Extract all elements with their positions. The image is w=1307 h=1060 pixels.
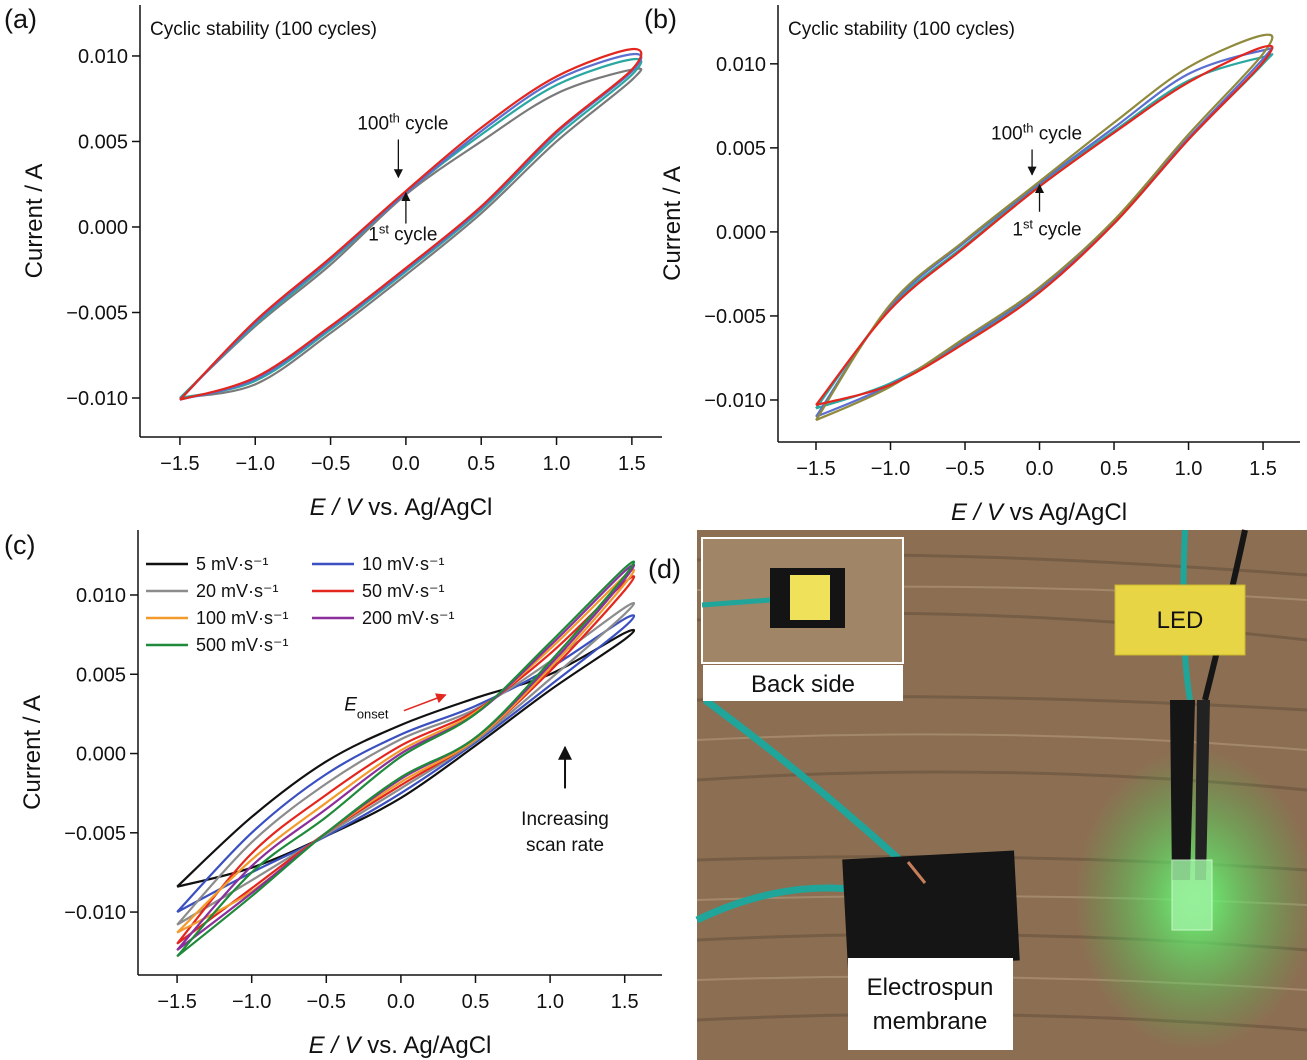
- onset-label-part: onset: [357, 706, 389, 721]
- x-tick-label: 1.5: [611, 991, 639, 1013]
- x-axis-label-part: E / V: [951, 499, 1005, 526]
- x-tick-label: 0.0: [392, 453, 420, 475]
- annotation: Increasing: [521, 809, 609, 830]
- annotation-part: cycle: [389, 225, 438, 246]
- x-tick-label: 0.5: [462, 991, 490, 1013]
- panel-label: (b): [644, 4, 677, 34]
- annotation-part: 1: [1012, 219, 1023, 240]
- x-tick-label: 1.0: [1175, 458, 1203, 480]
- x-tick-label: −1.0: [236, 453, 275, 475]
- x-tick-label: 0.5: [1100, 458, 1128, 480]
- annotation: 1st cycle: [1012, 216, 1081, 241]
- x-axis-label: E / V vs Ag/AgCl: [951, 499, 1127, 526]
- annotation-part: cycle: [400, 114, 449, 135]
- y-tick-label: 0.005: [716, 138, 766, 160]
- x-axis-label-part: E / V: [310, 494, 364, 521]
- annotation-part: th: [1023, 120, 1034, 135]
- annotation-part: th: [389, 110, 400, 125]
- annotation-part: st: [379, 221, 389, 236]
- x-axis-label-part: vs. Ag/AgCl: [362, 494, 493, 521]
- y-tick-label: −0.010: [66, 388, 128, 410]
- onset-label-part: E: [344, 695, 357, 716]
- y-tick-label: −0.005: [64, 823, 126, 845]
- y-axis-label: Current / A: [19, 695, 46, 810]
- legend-label: 200 mV·s⁻¹: [362, 608, 455, 628]
- photo-label: LED: [1157, 607, 1204, 634]
- panel-label: (a): [4, 4, 37, 34]
- legend-label: 5 mV·s⁻¹: [196, 554, 269, 574]
- x-tick-label: −1.5: [796, 458, 835, 480]
- annotation-part: st: [1023, 216, 1033, 231]
- arrow: [404, 695, 446, 711]
- annotation: scan rate: [526, 835, 604, 856]
- x-axis-label: E / V vs. Ag/AgCl: [309, 1032, 492, 1059]
- x-tick-label: 0.5: [467, 453, 495, 475]
- x-tick-label: 0.0: [1026, 458, 1054, 480]
- x-tick-label: 1.0: [536, 991, 564, 1013]
- y-tick-label: 0.000: [76, 744, 126, 766]
- panel-label: (d): [648, 554, 681, 584]
- x-tick-label: −0.5: [945, 458, 984, 480]
- y-tick-label: 0.000: [716, 222, 766, 244]
- y-tick-label: −0.010: [704, 390, 766, 412]
- subtitle: Cyclic stability (100 cycles): [788, 19, 1015, 40]
- y-axis-label: Current / A: [21, 164, 48, 279]
- y-tick-label: 0.005: [76, 664, 126, 686]
- x-tick-label: −1.5: [157, 991, 196, 1013]
- photo-label: Electrospun: [867, 974, 994, 1001]
- annotation-part: cycle: [1033, 219, 1082, 240]
- legend-label: 20 mV·s⁻¹: [196, 581, 279, 601]
- annotation: 1st cycle: [368, 221, 437, 246]
- y-tick-label: 0.010: [716, 54, 766, 76]
- photo-label: membrane: [873, 1008, 988, 1035]
- subtitle: Cyclic stability (100 cycles): [150, 19, 377, 40]
- annotation-part: 100: [357, 114, 389, 135]
- x-axis-label-part: vs. Ag/AgCl: [361, 1032, 492, 1059]
- legend-label: 50 mV·s⁻¹: [362, 581, 445, 601]
- annotation-part: 100: [991, 123, 1023, 144]
- annotation-part: cycle: [1033, 123, 1082, 144]
- x-tick-label: −0.5: [307, 991, 346, 1013]
- y-tick-label: −0.010: [64, 902, 126, 924]
- x-tick-label: 0.0: [387, 991, 415, 1013]
- y-tick-label: −0.005: [704, 306, 766, 328]
- y-tick-label: 0.000: [78, 217, 128, 239]
- x-tick-label: −1.0: [871, 458, 910, 480]
- photo-label: Back side: [751, 671, 855, 698]
- onset-label: Eonset: [344, 695, 389, 722]
- annotation-part: 1: [368, 225, 379, 246]
- x-tick-label: −1.5: [160, 453, 199, 475]
- y-tick-label: 0.005: [78, 131, 128, 153]
- legend-label: 500 mV·s⁻¹: [196, 635, 289, 655]
- photo: [697, 530, 1307, 1060]
- x-axis-label: E / V vs. Ag/AgCl: [310, 494, 493, 521]
- panel-label: (c): [4, 530, 35, 560]
- y-tick-label: 0.010: [78, 46, 128, 68]
- y-tick-label: −0.005: [66, 302, 128, 324]
- x-axis-label-part: vs Ag/AgCl: [1003, 499, 1127, 526]
- y-axis-label: Current / A: [659, 166, 686, 281]
- x-tick-label: 1.5: [1249, 458, 1277, 480]
- annotation: 100th cycle: [991, 120, 1082, 145]
- x-tick-label: −0.5: [311, 453, 350, 475]
- legend-label: 10 mV·s⁻¹: [362, 554, 445, 574]
- x-tick-label: 1.5: [618, 453, 646, 475]
- x-tick-label: −1.0: [232, 991, 271, 1013]
- x-tick-label: 1.0: [543, 453, 571, 475]
- y-tick-label: 0.010: [76, 585, 126, 607]
- figure: (a) −0.010 −0.005 0.000 0.005 0.010 −1.5 −1.0 −0…: [0, 0, 1307, 1060]
- x-axis-label-part: E / V: [309, 1032, 363, 1059]
- annotation: 100th cycle: [357, 110, 448, 135]
- legend-label: 100 mV·s⁻¹: [196, 608, 289, 628]
